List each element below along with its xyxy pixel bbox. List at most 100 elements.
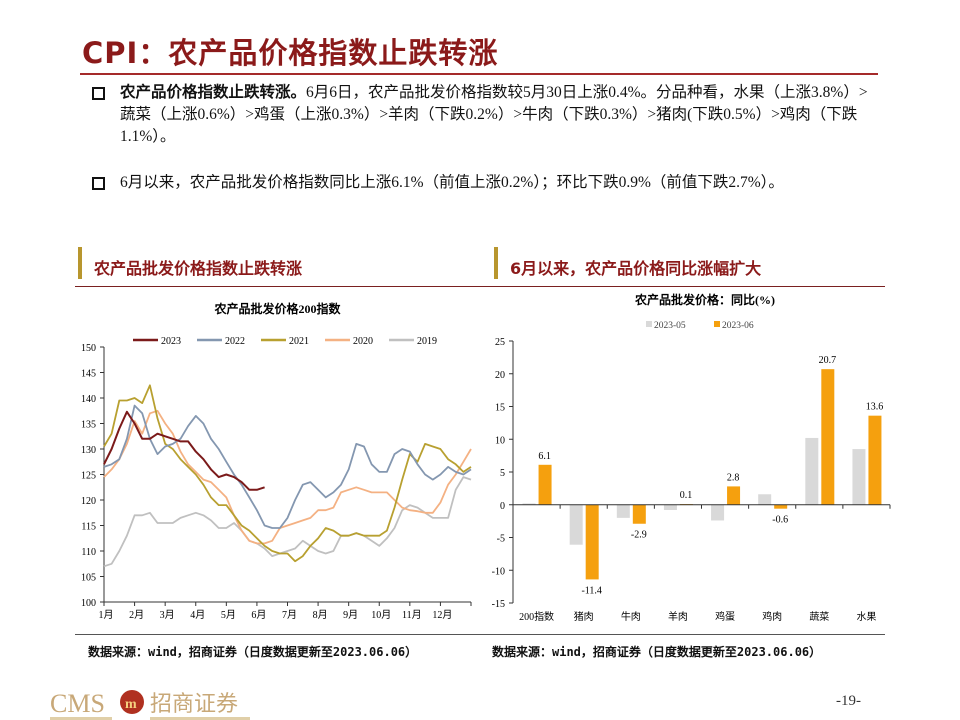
x-tick-label: 12月	[432, 609, 452, 621]
x-tick-label: 水果	[856, 611, 876, 623]
footer-divider	[75, 634, 885, 635]
y-tick-label: 110	[81, 547, 96, 558]
y-tick-label: 5	[500, 468, 505, 479]
bar-2023-05-羊肉	[663, 504, 677, 510]
y-tick-label: 25	[495, 337, 505, 348]
bar-chart: 农产品批发价格：同比(%) 2023-05 2023-06 -15 -10 -5 0 5 10 1…	[492, 292, 891, 623]
square-bullet-icon	[92, 87, 105, 100]
legend-label: 2023	[161, 336, 181, 347]
legend-swatch	[714, 321, 720, 327]
y-tick-label: 125	[81, 471, 96, 482]
logo-emblem-icon	[120, 690, 144, 714]
y-tick-label: 150	[81, 343, 96, 354]
bar-2023-05-鸡蛋	[711, 504, 725, 521]
data-label: -2.9	[631, 530, 647, 541]
y-tick-label: 140	[81, 394, 96, 405]
series-line-2021	[103, 384, 472, 563]
y-tick-label: 20	[495, 370, 505, 381]
legend-label: 2021	[289, 336, 309, 347]
series-line-2022	[103, 404, 472, 529]
source-note-right: 数据来源：wind，招商证券（日度数据更新至2023.06.06）	[492, 645, 822, 659]
legend-label: 2023-06	[722, 321, 754, 331]
x-tick-label: 牛肉	[621, 610, 641, 623]
x-tick-label: 7月	[282, 609, 297, 621]
bar-2023-06-鸡蛋	[727, 486, 741, 505]
y-tick-label: 135	[81, 420, 96, 431]
x-tick-label: 2月	[129, 609, 144, 621]
x-tick-label: 鸡肉	[762, 610, 782, 623]
x-tick-label: 鸡蛋	[715, 610, 735, 623]
x-tick-label: 1月	[99, 609, 114, 621]
legend-swatch	[646, 321, 652, 327]
line-chart: 农产品批发价格200指数 100 105 110 115 120 125 130 135 140 1…	[81, 301, 472, 621]
section-heading-text: 6月以来，农产品价格同比涨幅扩大	[510, 259, 762, 278]
x-tick-label: 羊肉	[668, 610, 688, 623]
bar-2023-06-猪肉	[585, 504, 599, 580]
chart-title: 农产品批发价格200指数	[213, 301, 341, 316]
bar-2023-05-鸡肉	[758, 494, 772, 505]
x-tick-label: 5月	[221, 609, 236, 621]
section-divider	[75, 286, 885, 287]
legend-label: 2020	[353, 336, 373, 347]
bar-2023-05-牛肉	[616, 504, 630, 518]
series-line-2020	[103, 409, 472, 545]
y-tick-label: 120	[81, 496, 96, 507]
y-tick-label: 0	[500, 501, 505, 512]
x-tick-label: 10月	[371, 609, 391, 621]
legend-label: 2022	[225, 336, 245, 347]
title-divider	[80, 73, 878, 75]
bar-2023-06-200指数	[538, 464, 552, 505]
bar-2023-05-蔬菜	[805, 437, 819, 505]
page-number: -19-	[836, 693, 861, 709]
y-tick-label: -5	[497, 534, 505, 545]
bullet-2: 6月以来，农产品批发价格指数同比上涨6.1%（前值上涨0.2%）；环比下跌0.9…	[92, 172, 872, 194]
y-tick-label: 145	[81, 369, 96, 380]
y-tick-label: 105	[81, 573, 96, 584]
svg-text:CMS: CMS	[50, 689, 105, 718]
bar-2023-05-水果	[852, 449, 866, 505]
x-tick-label: 3月	[160, 609, 175, 621]
y-tick-label: 115	[81, 522, 96, 533]
bullet-1-text: 6月6日，农产品批发价格指数较5月30日上涨0.4%。分品种看，水果（上涨3.8…	[120, 84, 868, 145]
y-tick-label: 10	[495, 435, 505, 446]
x-tick-label: 8月	[313, 609, 328, 621]
x-tick-label: 6月	[251, 609, 266, 621]
bullet-2-text: 6月以来，农产品批发价格指数同比上涨6.1%（前值上涨0.2%）；环比下跌0.9…	[120, 174, 784, 191]
x-tick-label: 9月	[343, 609, 358, 621]
y-tick-label: 100	[81, 598, 96, 609]
cms-logo: CMS m 招商证券	[50, 689, 250, 720]
y-tick-label: -15	[492, 599, 505, 610]
y-tick-label: 130	[81, 445, 96, 456]
accent-bar	[78, 247, 82, 279]
x-tick-label: 蔬菜	[809, 611, 829, 623]
bar-2023-06-牛肉	[632, 504, 646, 524]
data-label: -11.4	[581, 585, 601, 596]
legend-label: 2023-05	[654, 321, 686, 331]
svg-text:m: m	[125, 697, 137, 712]
series-line-2023	[103, 410, 265, 491]
data-label: 2.8	[727, 472, 740, 483]
source-note-left: 数据来源：wind，招商证券（日度数据更新至2023.06.06）	[88, 645, 418, 659]
bar-2023-06-鸡肉	[774, 504, 788, 509]
x-tick-label: 猪肉	[574, 610, 594, 623]
x-tick-label: 11月	[402, 609, 422, 621]
bar-2023-05-猪肉	[569, 504, 583, 545]
y-tick-label: -10	[492, 566, 505, 577]
bullet-1: 农产品价格指数止跌转涨。6月6日，农产品批发价格指数较5月30日上涨0.4%。分…	[92, 82, 872, 148]
data-label: -0.6	[772, 515, 788, 526]
section-heading-text: 农产品批发价格指数止跌转涨	[94, 259, 303, 278]
svg-text:招商证券: 招商证券	[150, 691, 238, 716]
bar-2023-06-蔬菜	[821, 369, 835, 505]
data-label: 20.7	[819, 355, 837, 366]
data-label: 13.6	[866, 402, 884, 413]
bar-2023-05-200指数	[522, 503, 536, 505]
page-title: CPI：农产品价格指数止跌转涨	[82, 36, 499, 70]
legend-label: 2019	[417, 336, 437, 347]
data-label: 6.1	[538, 451, 551, 462]
data-label: 0.1	[680, 490, 693, 501]
square-bullet-icon	[92, 177, 105, 190]
bar-2023-06-水果	[868, 415, 882, 505]
y-tick-label: 15	[495, 403, 505, 414]
chart-title: 农产品批发价格：同比(%)	[634, 292, 775, 307]
series-line-2019	[103, 476, 472, 568]
